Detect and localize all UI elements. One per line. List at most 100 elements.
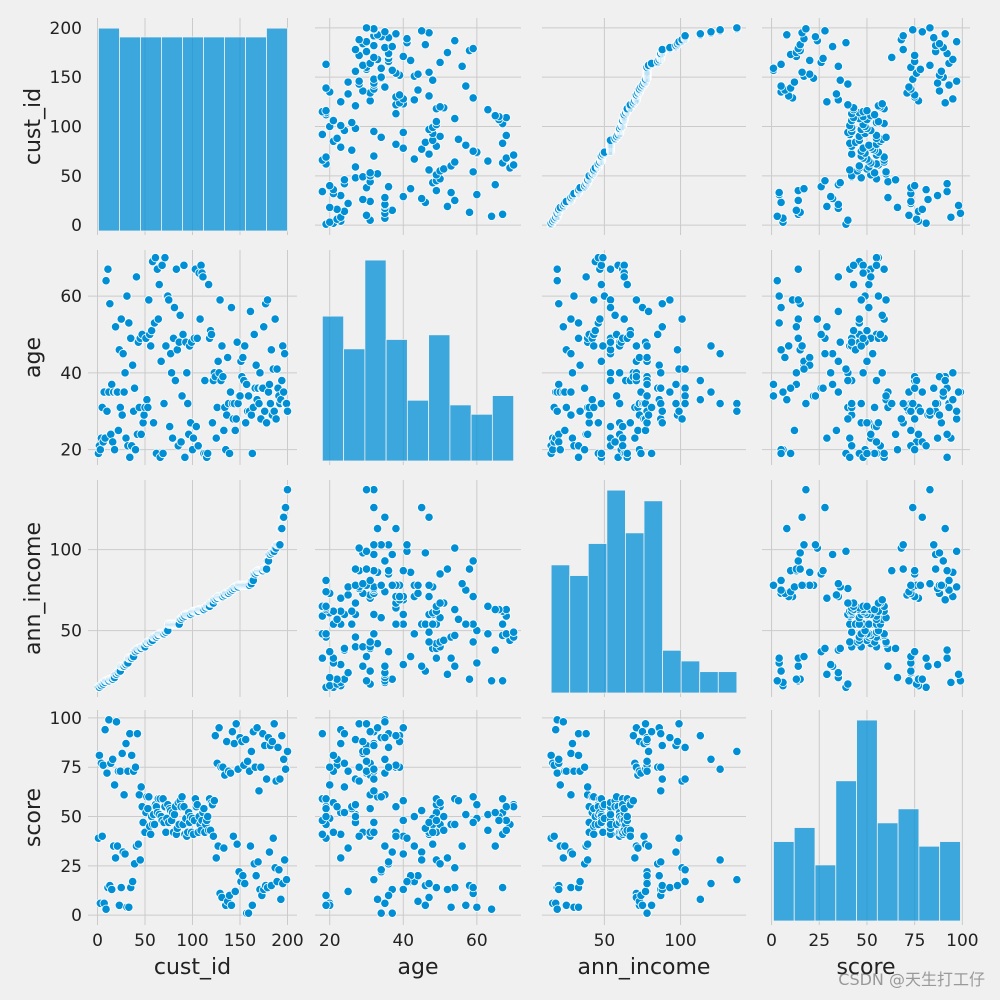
point bbox=[254, 398, 264, 409]
point bbox=[942, 187, 952, 197]
hist-bar bbox=[569, 575, 589, 694]
point bbox=[214, 723, 224, 733]
point bbox=[820, 26, 830, 36]
point bbox=[636, 448, 646, 459]
point bbox=[906, 580, 916, 590]
point bbox=[490, 807, 500, 818]
point bbox=[642, 352, 652, 363]
point bbox=[241, 734, 251, 745]
point bbox=[873, 116, 884, 127]
point bbox=[161, 827, 171, 837]
point bbox=[369, 875, 379, 885]
point bbox=[225, 387, 236, 397]
point bbox=[207, 418, 218, 428]
point bbox=[671, 379, 681, 389]
point bbox=[768, 580, 779, 590]
point bbox=[942, 653, 952, 663]
point bbox=[801, 24, 811, 34]
point bbox=[680, 364, 690, 374]
point bbox=[424, 627, 434, 637]
point bbox=[848, 260, 859, 270]
point bbox=[657, 418, 667, 428]
point bbox=[490, 180, 500, 190]
point bbox=[260, 406, 270, 416]
point bbox=[222, 736, 232, 747]
point bbox=[934, 86, 945, 96]
point bbox=[871, 253, 882, 263]
point bbox=[776, 197, 786, 208]
point bbox=[136, 429, 146, 439]
panel bbox=[542, 18, 746, 235]
point bbox=[797, 341, 807, 351]
point bbox=[212, 402, 222, 413]
point bbox=[910, 181, 920, 191]
point bbox=[953, 200, 964, 211]
point bbox=[110, 445, 120, 455]
point bbox=[554, 884, 564, 895]
y-tick-label: 0 bbox=[71, 906, 82, 926]
point bbox=[268, 833, 278, 843]
point bbox=[238, 871, 248, 881]
point bbox=[695, 395, 705, 405]
point bbox=[642, 878, 652, 889]
point bbox=[822, 322, 832, 332]
point bbox=[343, 590, 353, 600]
hist-bar bbox=[856, 719, 878, 922]
point bbox=[231, 414, 241, 424]
point bbox=[605, 422, 616, 432]
point bbox=[841, 38, 851, 48]
point bbox=[498, 138, 508, 148]
point bbox=[642, 734, 652, 745]
point bbox=[706, 341, 716, 351]
point bbox=[789, 77, 800, 87]
point bbox=[561, 900, 571, 910]
point bbox=[768, 63, 779, 73]
point bbox=[102, 768, 112, 778]
point bbox=[887, 566, 897, 576]
point bbox=[328, 115, 338, 126]
point bbox=[271, 414, 281, 424]
point bbox=[398, 143, 408, 153]
x-tick-label: 50 bbox=[594, 931, 616, 951]
point bbox=[131, 272, 142, 282]
point bbox=[845, 433, 855, 443]
panel bbox=[762, 18, 970, 235]
point bbox=[317, 129, 327, 139]
point bbox=[148, 418, 159, 428]
point bbox=[642, 379, 652, 389]
point bbox=[915, 406, 925, 416]
point bbox=[917, 204, 927, 214]
point bbox=[192, 800, 202, 810]
point bbox=[887, 398, 897, 409]
point bbox=[121, 433, 131, 443]
point bbox=[198, 272, 208, 282]
point bbox=[789, 582, 800, 592]
point bbox=[279, 512, 289, 522]
point bbox=[898, 31, 908, 41]
point bbox=[732, 406, 742, 416]
point bbox=[391, 139, 401, 149]
panel bbox=[542, 710, 746, 925]
point bbox=[643, 841, 654, 851]
hist-bar bbox=[182, 36, 204, 232]
y-tick-label: 75 bbox=[60, 758, 82, 778]
point bbox=[256, 762, 266, 772]
y-axis-label: ann_income bbox=[21, 522, 46, 655]
panel bbox=[771, 710, 963, 925]
point bbox=[246, 746, 256, 757]
point bbox=[934, 410, 945, 420]
point bbox=[176, 437, 186, 447]
point bbox=[490, 841, 500, 851]
point bbox=[932, 660, 943, 670]
point bbox=[170, 375, 180, 386]
point bbox=[596, 356, 606, 366]
point bbox=[715, 764, 725, 774]
point bbox=[321, 59, 331, 69]
point bbox=[365, 168, 375, 178]
point bbox=[317, 187, 327, 197]
point bbox=[439, 825, 449, 835]
point bbox=[917, 674, 927, 684]
point bbox=[672, 736, 683, 747]
point bbox=[110, 853, 121, 863]
point bbox=[921, 185, 931, 195]
